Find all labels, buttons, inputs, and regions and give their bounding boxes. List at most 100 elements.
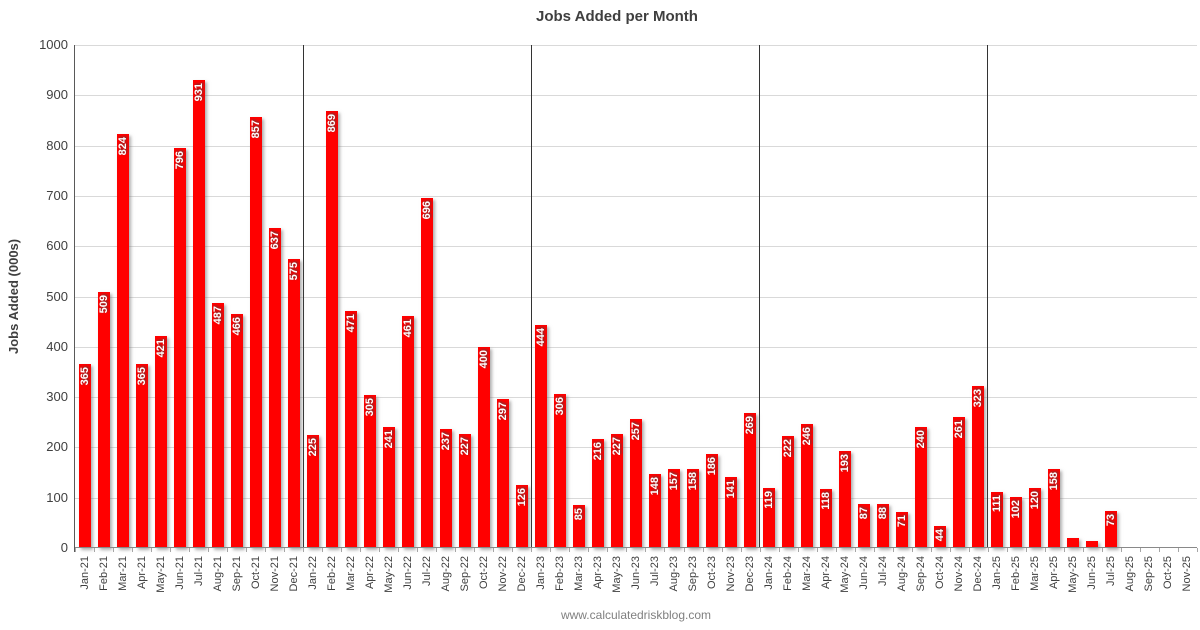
bar (1067, 538, 1080, 548)
x-label-cell: Jun-25 (1083, 556, 1102, 616)
x-label-cell: Aug-24 (893, 556, 912, 616)
bar-slot: 421 (151, 45, 170, 548)
x-tick-mark (1027, 548, 1046, 552)
x-tick-mark (532, 548, 552, 552)
x-tick-label: Mar-22 (344, 556, 357, 591)
x-label-cell: Jun-24 (855, 556, 874, 616)
x-tick-mark (456, 548, 476, 552)
x-tick-label: Jan-22 (306, 556, 319, 590)
x-tick-mark (76, 548, 96, 552)
x-tick-label: May-25 (1067, 556, 1080, 593)
bar-slot: 305 (360, 45, 379, 548)
x-tick-mark (589, 548, 609, 552)
x-tick-label: Jul-23 (648, 556, 661, 586)
x-tick-mark (285, 548, 305, 552)
bar-value-label: 306 (553, 397, 566, 416)
bar-value-label: 269 (744, 415, 757, 435)
x-tick-mark (171, 548, 191, 552)
y-axis-line (74, 45, 75, 552)
gridline (75, 195, 1197, 197)
bar (420, 197, 433, 548)
y-tick-label: 0 (60, 540, 68, 555)
x-label-cell: Jan-22 (303, 556, 322, 616)
bar-slot (1083, 45, 1102, 548)
bar (934, 525, 947, 548)
bar-slot: 71 (893, 45, 912, 548)
bar-slot: 148 (645, 45, 664, 548)
bar-value-label: 227 (458, 436, 471, 456)
bar-slot: 111 (988, 45, 1007, 548)
bar-slot: 637 (265, 45, 284, 548)
bar-slot (1121, 45, 1140, 548)
x-tick-label: Aug-25 (1124, 556, 1137, 592)
x-tick-label: Dec-22 (515, 556, 528, 592)
x-label-cell: May-24 (836, 556, 855, 616)
bar-slot (1159, 45, 1178, 548)
x-tick-mark (799, 548, 818, 552)
bar-slot: 241 (379, 45, 398, 548)
x-tick-mark (723, 548, 742, 552)
x-tick-label: Nov-22 (496, 556, 509, 592)
bar-slot: 157 (664, 45, 683, 548)
bar-slot: 216 (588, 45, 607, 548)
x-label-cell: Apr-25 (1045, 556, 1064, 616)
x-label-cell: Oct-22 (474, 556, 493, 616)
bar-value-label: 186 (706, 457, 719, 476)
y-tick-label: 900 (46, 87, 68, 103)
bar (687, 468, 699, 548)
bar-slot: 85 (569, 45, 588, 548)
bar-slot: 118 (817, 45, 836, 548)
bar-value-label: 158 (687, 471, 699, 490)
x-tick-mark (932, 548, 951, 552)
x-tick-label: Oct-24 (934, 556, 947, 590)
bar-value-label: 237 (439, 431, 452, 451)
bar-value-label: 111 (991, 495, 1004, 513)
x-label-cell: Nov-24 (950, 556, 969, 616)
x-axis-line (75, 547, 1197, 548)
bar-slot: 696 (417, 45, 436, 548)
gridline (75, 346, 1197, 348)
x-tick-label: Apr-23 (591, 556, 604, 590)
bar-slot: 246 (798, 45, 817, 548)
x-tick-mark (704, 548, 723, 552)
bar (763, 488, 776, 548)
x-label-cell: Aug-21 (208, 556, 227, 616)
bar (78, 364, 91, 548)
x-tick-mark (1103, 548, 1122, 552)
bar-slot (1178, 45, 1197, 548)
x-label-cell: Feb-22 (322, 556, 341, 616)
bar-value-label: 444 (534, 327, 547, 347)
x-label-cell: Mar-25 (1026, 556, 1045, 616)
bars-container: 365 509 824 365 421 796 931 487 466 857 637 575 225 8… (75, 45, 1197, 548)
bar-value-label: 148 (648, 476, 661, 495)
x-tick-label: Jul-22 (420, 556, 433, 586)
bar-slot (1064, 45, 1083, 548)
x-tick-label: Mar-25 (1029, 556, 1042, 591)
x-tick-label: Oct-21 (249, 556, 262, 590)
x-tick-label: Aug-21 (211, 556, 224, 592)
x-tick-label: Sep-22 (458, 556, 471, 592)
bar (915, 427, 928, 548)
bar-value-label: 257 (629, 421, 642, 441)
bar (268, 227, 281, 548)
bar-value-label: 487 (211, 306, 224, 325)
x-label-cell: May-22 (379, 556, 398, 616)
bar-value-label: 931 (192, 82, 205, 102)
bar (896, 512, 909, 548)
x-tick-label: Jan-25 (991, 556, 1004, 590)
bar (610, 433, 623, 548)
x-tick-mark (627, 548, 647, 552)
y-tick-label: 600 (46, 238, 68, 254)
bar (572, 505, 585, 548)
x-tick-mark (475, 548, 495, 552)
x-tick-label: Feb-25 (1010, 556, 1023, 591)
x-label-cell: Jan-24 (760, 556, 779, 616)
bar (839, 450, 852, 548)
x-tick-mark (570, 548, 590, 552)
bar-slot: 487 (208, 45, 227, 548)
bar (953, 416, 966, 548)
bar-value-label: 87 (858, 507, 871, 520)
bar (192, 79, 205, 548)
bar-slot: 869 (322, 45, 341, 548)
x-tick-mark (323, 548, 343, 552)
